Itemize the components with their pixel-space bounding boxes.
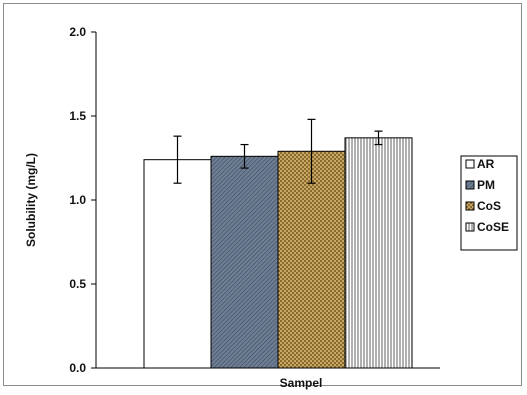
legend-label-cose: CoSE: [477, 220, 509, 234]
y-axis-title: Solubility (mg/L): [24, 153, 38, 247]
y-tick-label: 2.0: [69, 25, 86, 39]
legend-label-pm: PM: [477, 178, 495, 192]
error-bars: [173, 118, 383, 184]
legend-label-ar: AR: [477, 157, 495, 171]
legend-label-cos: CoS: [477, 199, 501, 213]
y-tick-label: 0.5: [69, 277, 86, 291]
y-tick-label: 1.0: [69, 193, 86, 207]
legend-swatch-cose: [465, 222, 475, 232]
bars: [143, 137, 413, 369]
y-tick-label: 1.5: [69, 109, 86, 123]
legend-swatch-ar: [465, 159, 475, 169]
x-axis-title: Sampel: [280, 376, 323, 390]
bar-cos: [277, 150, 346, 369]
legend: AR PM CoS CoSE: [460, 155, 518, 251]
bar-ar: [143, 159, 212, 369]
y-ticks: 0.0 0.5 1.0 1.5 2.0: [69, 25, 96, 375]
y-tick-label: 0.0: [69, 361, 86, 375]
bar-cose: [344, 137, 413, 369]
legend-swatch-pm: [465, 180, 475, 190]
legend-swatch-cos: [465, 201, 475, 211]
bar-pm: [210, 155, 279, 369]
